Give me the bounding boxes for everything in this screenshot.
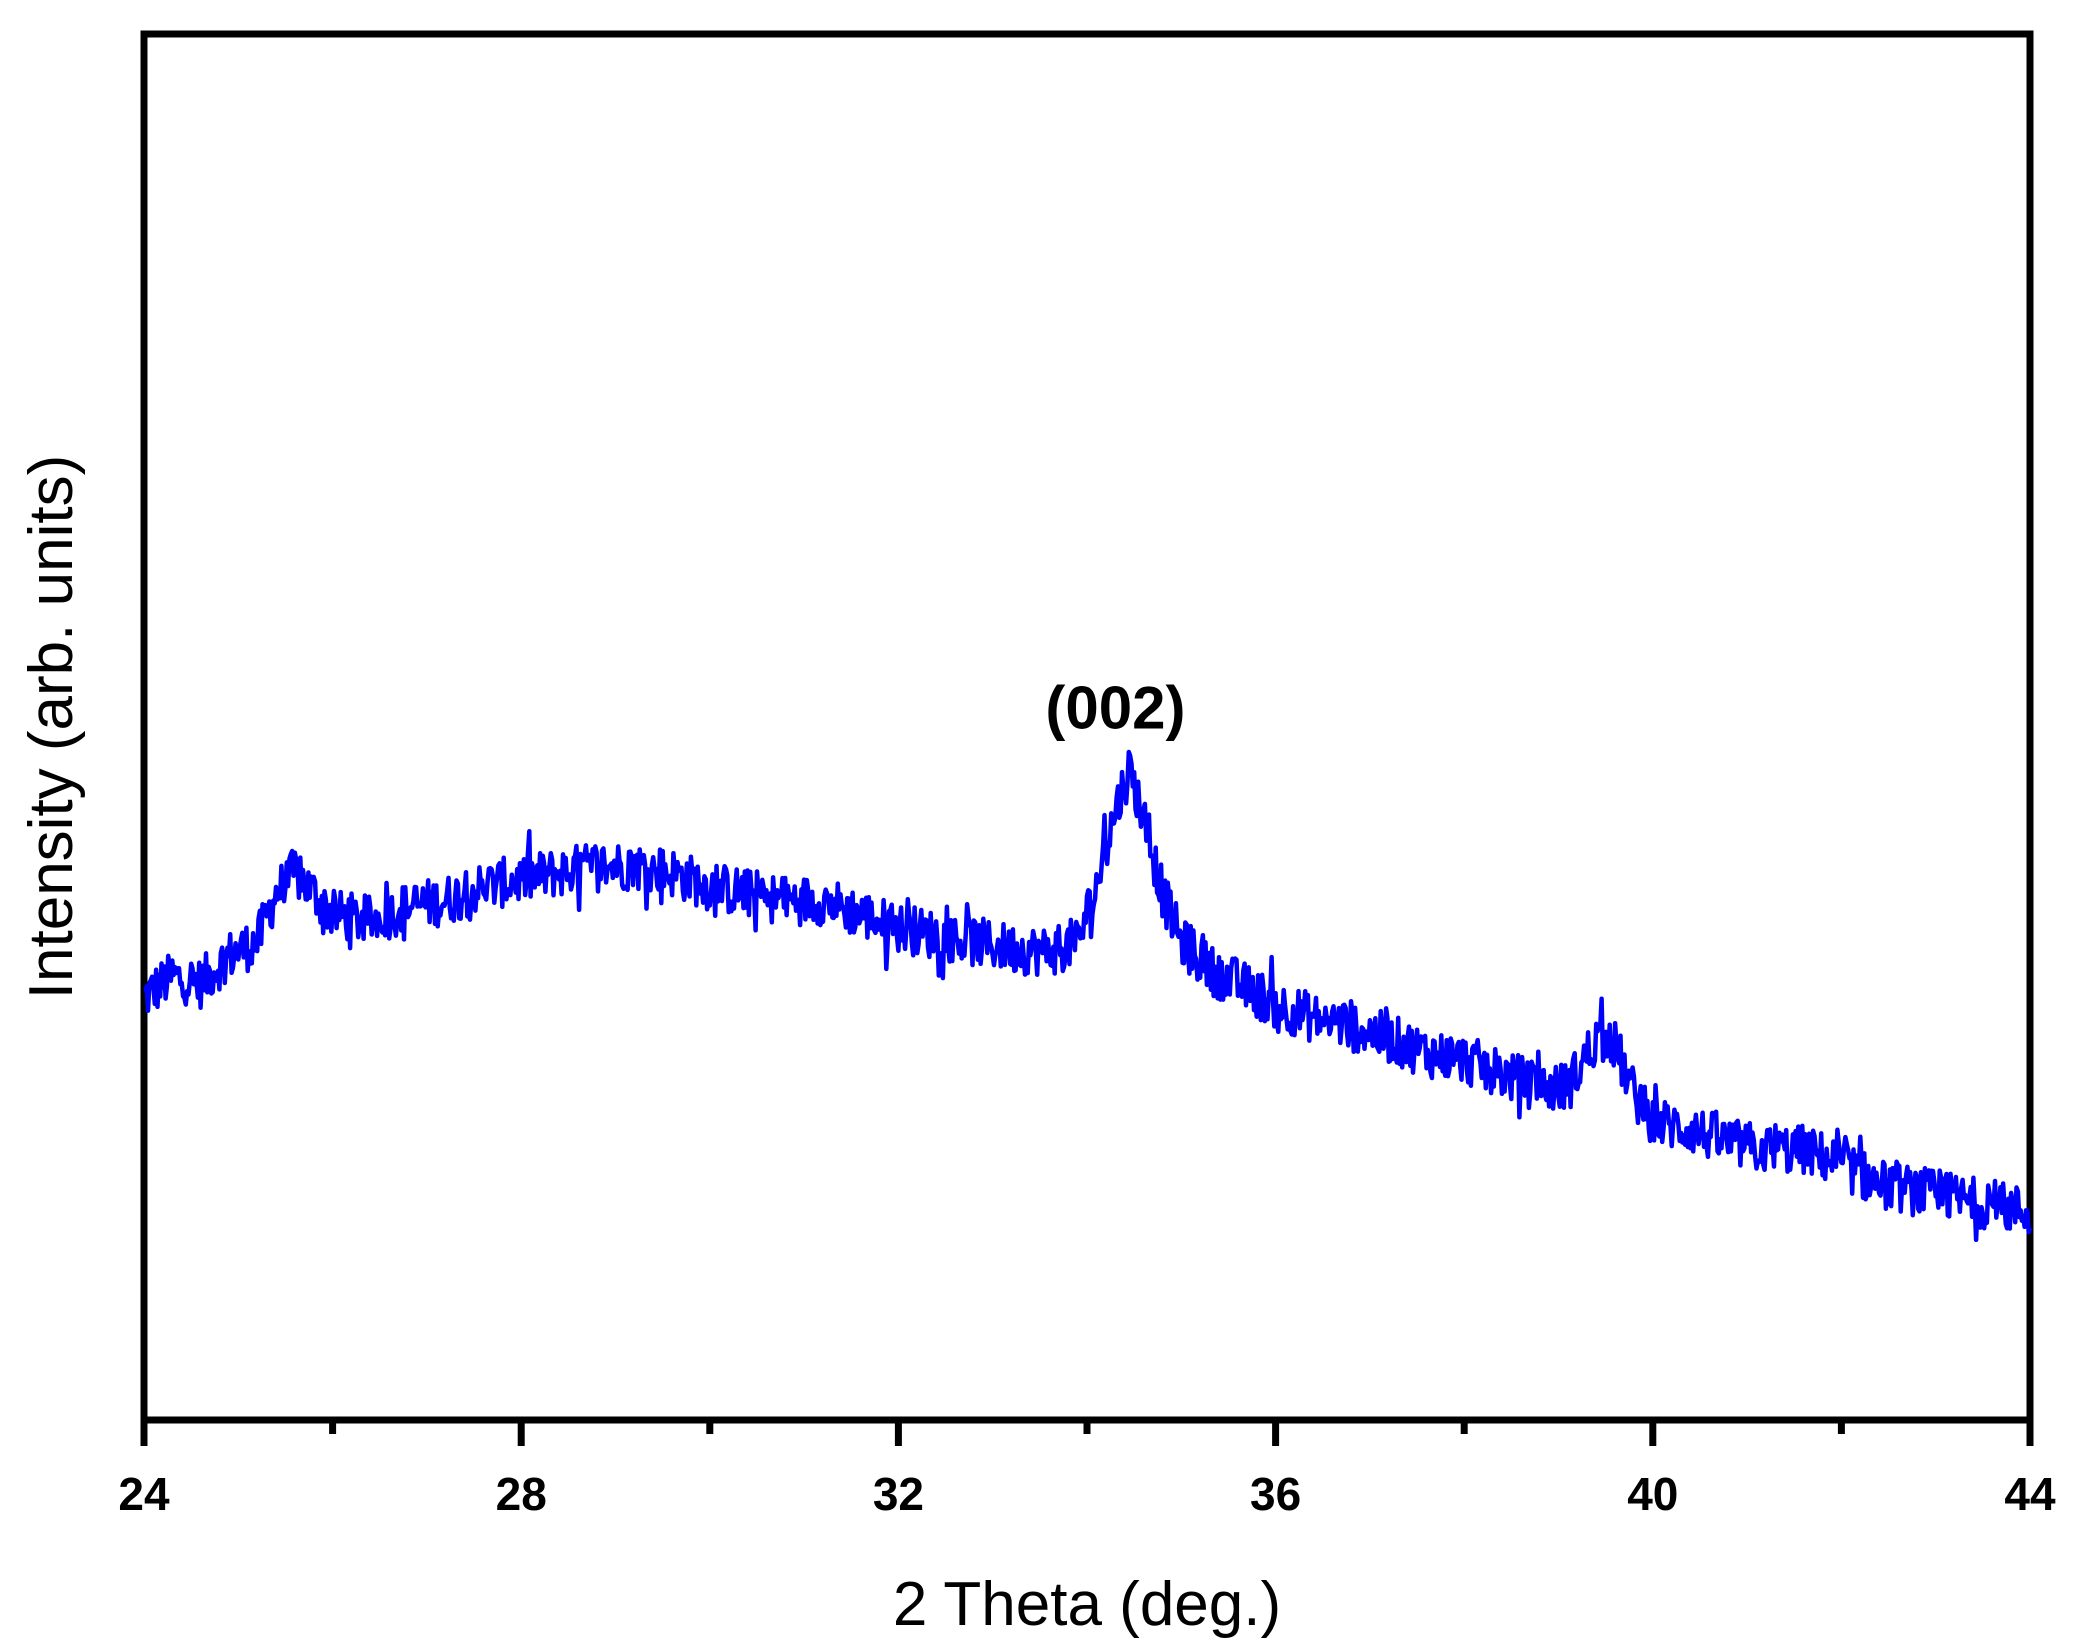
x-tick-label: 28 [496, 1468, 547, 1520]
x-tick-label: 36 [1250, 1468, 1301, 1520]
x-tick-label: 24 [118, 1468, 170, 1520]
x-axis-ticks [140, 1420, 2034, 1446]
series-line [143, 749, 2033, 1243]
x-tick-label: 44 [2004, 1468, 2056, 1520]
x-axis-title: 2 Theta (deg.) [893, 1570, 1281, 1639]
peak-annotation: (002) [1045, 675, 1185, 742]
x-tick-label: 40 [1627, 1468, 1678, 1520]
x-tick-label: 32 [873, 1468, 924, 1520]
x-axis-tick-labels: 24 28 32 36 40 44 [118, 1468, 2056, 1520]
y-axis-title: Intensity (arb. units) [17, 455, 86, 999]
